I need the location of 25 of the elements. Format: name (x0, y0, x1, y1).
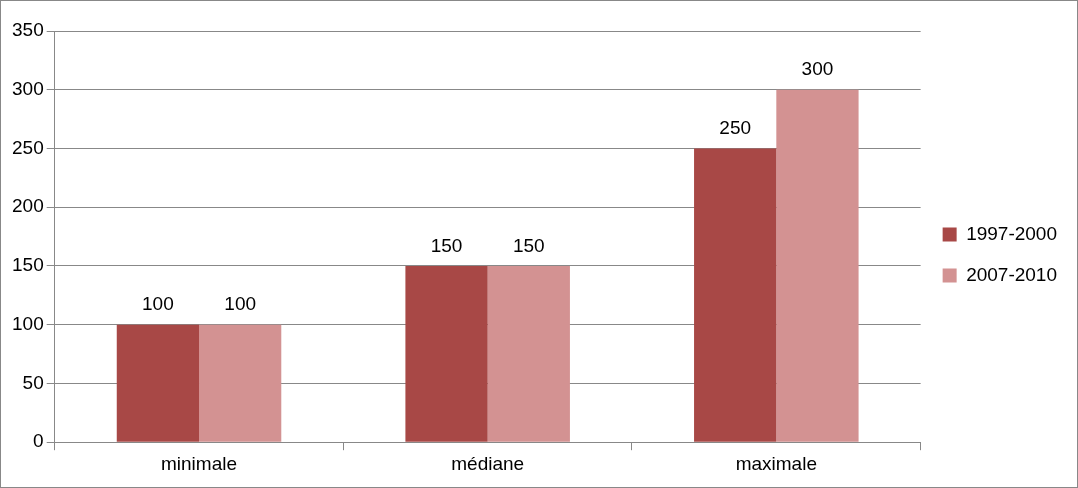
data-label: 150 (430, 234, 463, 256)
data-label: 250 (719, 117, 752, 139)
data-label: 150 (512, 234, 545, 256)
y-tick-label: 50 (22, 371, 44, 393)
y-tick-label: 150 (12, 254, 44, 276)
y-tick-label: 300 (12, 77, 44, 99)
y-tick-label: 350 (12, 19, 44, 41)
bar (199, 324, 282, 442)
data-label: 100 (142, 293, 174, 315)
bar (776, 89, 859, 442)
y-tick-label: 200 (12, 195, 44, 217)
legend-label: 1997-2000 (966, 222, 1058, 244)
legend-label: 2007-2010 (966, 263, 1058, 285)
x-tick-label: minimale (161, 452, 238, 474)
data-label: 300 (801, 58, 834, 80)
bar (487, 265, 570, 442)
bar (116, 324, 200, 442)
y-tick-label: 100 (12, 312, 44, 334)
bar (694, 148, 777, 442)
y-tick-label: 250 (12, 136, 44, 158)
y-tick-label: 0 (33, 430, 44, 452)
data-label: 100 (224, 293, 257, 315)
x-tick-label: maximale (735, 452, 817, 474)
x-tick-label: médiane (451, 452, 525, 474)
bar (405, 265, 488, 442)
